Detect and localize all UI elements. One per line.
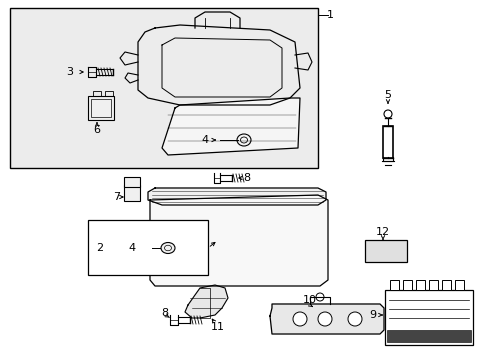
Bar xyxy=(88,96,114,120)
Bar xyxy=(93,91,101,96)
Circle shape xyxy=(347,312,361,326)
Bar xyxy=(105,91,113,96)
Text: 3: 3 xyxy=(66,67,73,77)
Text: 11: 11 xyxy=(210,322,224,332)
Bar xyxy=(10,8,317,168)
Bar xyxy=(88,220,207,275)
Circle shape xyxy=(317,312,331,326)
Polygon shape xyxy=(184,285,227,318)
Bar xyxy=(384,290,472,345)
Text: 5: 5 xyxy=(384,90,391,100)
Text: 12: 12 xyxy=(375,227,389,237)
Bar xyxy=(386,330,470,342)
Text: 10: 10 xyxy=(303,295,316,305)
Bar xyxy=(454,280,463,290)
Ellipse shape xyxy=(161,243,175,253)
Bar xyxy=(415,280,424,290)
Text: 1: 1 xyxy=(326,10,333,20)
Text: 8: 8 xyxy=(243,173,250,183)
Bar xyxy=(389,280,398,290)
Polygon shape xyxy=(148,188,325,205)
Text: 4: 4 xyxy=(201,135,208,145)
Text: 6: 6 xyxy=(93,125,101,135)
Circle shape xyxy=(292,312,306,326)
Polygon shape xyxy=(162,98,299,155)
Text: 7: 7 xyxy=(113,192,121,202)
Bar xyxy=(441,280,450,290)
Text: 2: 2 xyxy=(96,243,103,253)
Bar xyxy=(364,240,406,262)
Bar xyxy=(382,126,392,158)
Bar xyxy=(428,280,437,290)
Text: 8: 8 xyxy=(161,308,168,318)
Text: 9: 9 xyxy=(368,310,376,320)
Text: 4: 4 xyxy=(128,243,135,253)
Bar xyxy=(124,185,140,201)
Polygon shape xyxy=(150,195,327,286)
Bar xyxy=(91,99,111,117)
Polygon shape xyxy=(269,304,383,334)
Bar xyxy=(402,280,411,290)
Bar xyxy=(124,177,140,187)
